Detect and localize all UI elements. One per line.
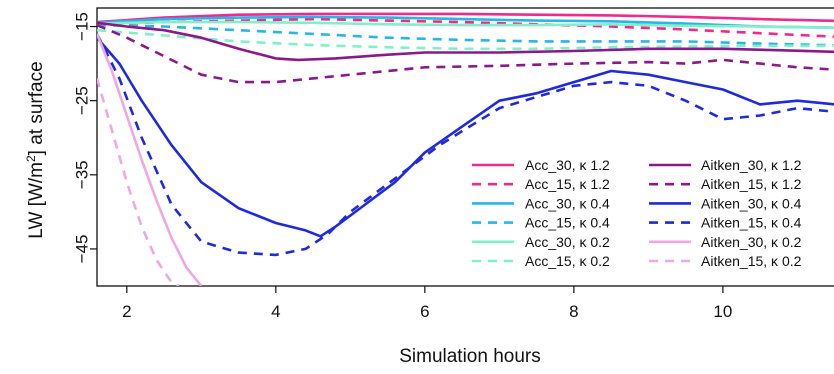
series-line-11: [97, 78, 180, 286]
x-tick-label: 2: [122, 302, 131, 321]
legend-label-4: Acc_30, κ 0.2: [525, 234, 610, 250]
legend-label-10: Aitken_30, κ 0.2: [701, 234, 802, 250]
legend-label-5: Acc_15, κ 0.2: [525, 253, 610, 269]
series-line-0: [97, 12, 834, 24]
series-line-5: [97, 28, 834, 51]
legend-label-2: Acc_30, κ 0.4: [525, 195, 610, 211]
series-line-8: [97, 36, 834, 238]
x-tick-label: 10: [713, 302, 732, 321]
y-axis-title: LW [W/m2] at surface: [24, 61, 47, 238]
series-line-2: [97, 15, 834, 29]
series-line-7: [97, 23, 834, 84]
legend-label-11: Aitken_15, κ 0.2: [701, 253, 802, 269]
legend-label-0: Acc_30, κ 1.2: [525, 157, 610, 173]
legend-label-9: Aitken_15, κ 0.4: [701, 215, 802, 231]
y-tick-label: −45: [72, 235, 91, 264]
legend: Acc_30, κ 1.2 Acc_15, κ 1.2 Acc_30, κ 0.4 A…: [472, 157, 802, 269]
legend-label-1: Acc_15, κ 1.2: [525, 176, 610, 192]
x-tick-label: 4: [271, 302, 280, 321]
axes-layer: 2 4 6 8 10 −15 −25 −35 −45: [72, 12, 732, 321]
legend-label-3: Acc_15, κ 0.4: [525, 215, 610, 231]
series-line-10: [97, 33, 203, 286]
series-layer: [97, 12, 834, 286]
series-line-6: [97, 21, 834, 62]
series-line-4: [97, 20, 834, 29]
legend-label-8: Aitken_30, κ 0.4: [701, 195, 802, 211]
plot-frame: [96, 7, 834, 287]
y-tick-label: −25: [72, 86, 91, 115]
legend-label-7: Aitken_15, κ 1.2: [701, 176, 802, 192]
y-tick-label: −15: [72, 12, 91, 41]
y-tick-label: −35: [72, 160, 91, 189]
legend-label-6: Aitken_30, κ 1.2: [701, 157, 802, 173]
x-tick-label: 8: [569, 302, 578, 321]
x-axis-title: Simulation hours: [399, 346, 541, 367]
series-line-3: [97, 23, 834, 47]
x-tick-label: 6: [420, 302, 429, 321]
